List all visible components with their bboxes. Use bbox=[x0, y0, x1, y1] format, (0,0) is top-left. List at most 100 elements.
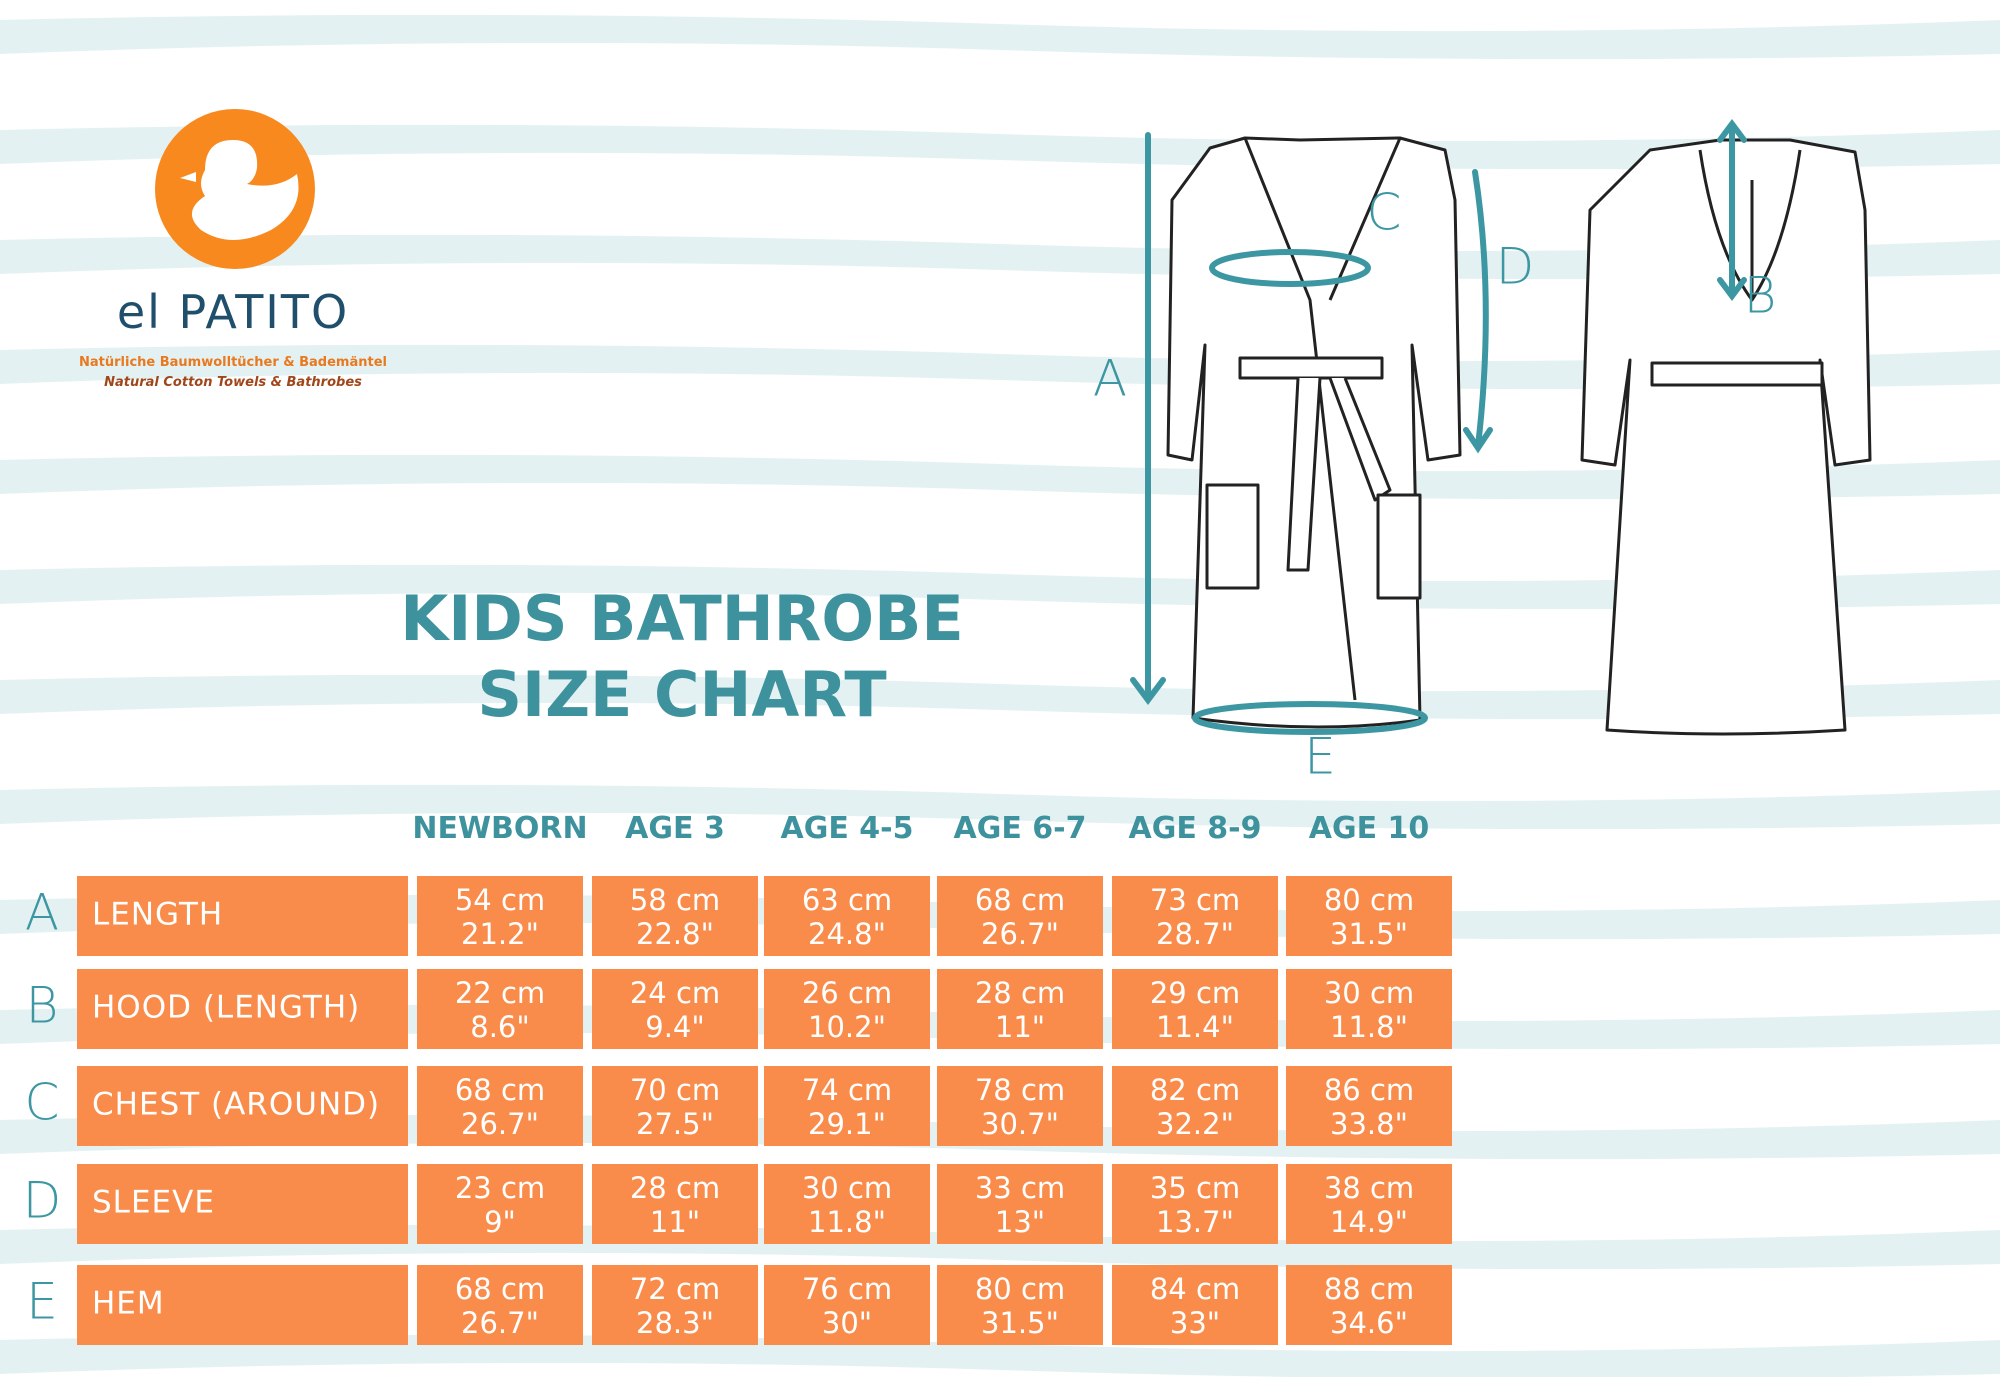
column-header: AGE 4-5 bbox=[781, 811, 914, 846]
value-cell bbox=[592, 969, 758, 1049]
value-inch: 29.1" bbox=[808, 1107, 886, 1141]
value-cm: 70 cm bbox=[630, 1073, 720, 1107]
column-header: NEWBORN bbox=[412, 811, 587, 846]
value-cell bbox=[1286, 969, 1452, 1049]
stripe bbox=[0, 784, 2000, 830]
value-cell bbox=[417, 876, 583, 956]
value-cell bbox=[1286, 1164, 1452, 1244]
value-cm: 58 cm bbox=[630, 883, 720, 917]
value-cell bbox=[592, 1164, 758, 1244]
column-header: AGE 10 bbox=[1309, 811, 1430, 846]
value-cell bbox=[417, 1164, 583, 1244]
value-cell bbox=[937, 1164, 1103, 1244]
value-inch: 26.7" bbox=[461, 1306, 539, 1340]
column-header: AGE 3 bbox=[625, 811, 725, 846]
value-cell bbox=[937, 969, 1103, 1049]
value-cm: 73 cm bbox=[1150, 883, 1240, 917]
value-inch: 11.8" bbox=[808, 1205, 886, 1239]
front-robe bbox=[1130, 132, 1493, 735]
label-cell bbox=[77, 1066, 408, 1146]
value-cm: 29 cm bbox=[1150, 976, 1240, 1010]
value-inch: 26.7" bbox=[981, 917, 1059, 951]
value-cm: 74 cm bbox=[802, 1073, 892, 1107]
value-cell bbox=[417, 1066, 583, 1146]
diagram-label: D bbox=[1496, 238, 1535, 296]
diagram-label: A bbox=[1093, 350, 1127, 408]
stripe bbox=[0, 674, 2000, 720]
value-cell bbox=[592, 876, 758, 956]
value-inch: 10.2" bbox=[808, 1010, 886, 1044]
value-cm: 88 cm bbox=[1324, 1272, 1414, 1306]
value-inch: 28.7" bbox=[1156, 917, 1234, 951]
logo-duck bbox=[191, 140, 299, 240]
diagram-label: B bbox=[1744, 267, 1777, 325]
stripe bbox=[0, 1334, 2000, 1377]
value-cell bbox=[1112, 1265, 1278, 1345]
value-inch: 33.8" bbox=[1330, 1107, 1408, 1141]
value-inch: 28.3" bbox=[636, 1306, 714, 1340]
value-cell bbox=[1286, 1265, 1452, 1345]
label-cell bbox=[77, 1265, 408, 1345]
value-cell bbox=[1286, 876, 1452, 956]
value-cell bbox=[1112, 969, 1278, 1049]
value-cell bbox=[1286, 1066, 1452, 1146]
value-cell bbox=[764, 1164, 930, 1244]
value-inch: 31.5" bbox=[981, 1306, 1059, 1340]
value-cm: 26 cm bbox=[802, 976, 892, 1010]
value-inch: 13.7" bbox=[1156, 1205, 1234, 1239]
value-inch: 11.8" bbox=[1330, 1010, 1408, 1044]
row-letter: B bbox=[26, 977, 59, 1035]
column-header: AGE 8-9 bbox=[1129, 811, 1262, 846]
value-inch: 32.2" bbox=[1156, 1107, 1234, 1141]
value-inch: 33" bbox=[1170, 1306, 1220, 1340]
value-cm: 28 cm bbox=[630, 1171, 720, 1205]
value-inch: 26.7" bbox=[461, 1107, 539, 1141]
value-inch: 34.6" bbox=[1330, 1306, 1408, 1340]
row-letter: C bbox=[25, 1074, 60, 1132]
value-cm: 30 cm bbox=[1324, 976, 1414, 1010]
value-inch: 11" bbox=[995, 1010, 1045, 1044]
value-cm: 78 cm bbox=[975, 1073, 1065, 1107]
value-inch: 14.9" bbox=[1330, 1205, 1408, 1239]
row-letter: E bbox=[26, 1273, 58, 1331]
stripe bbox=[0, 564, 2000, 610]
logo-beak bbox=[180, 172, 196, 182]
value-inch: 22.8" bbox=[636, 917, 714, 951]
value-cm: 68 cm bbox=[455, 1073, 545, 1107]
logo-tagline-en: Natural Cotton Towels & Bathrobes bbox=[104, 375, 362, 390]
value-cell bbox=[764, 1265, 930, 1345]
value-cm: 22 cm bbox=[455, 976, 545, 1010]
column-header: AGE 6-7 bbox=[954, 811, 1087, 846]
value-cell bbox=[937, 1066, 1103, 1146]
label-cell bbox=[77, 876, 408, 956]
value-cm: 84 cm bbox=[1150, 1272, 1240, 1306]
value-inch: 27.5" bbox=[636, 1107, 714, 1141]
value-cm: 35 cm bbox=[1150, 1171, 1240, 1205]
diagram-label: E bbox=[1304, 728, 1336, 786]
value-cm: 63 cm bbox=[802, 883, 892, 917]
value-cell bbox=[417, 1265, 583, 1345]
value-cm: 82 cm bbox=[1150, 1073, 1240, 1107]
value-cm: 68 cm bbox=[455, 1272, 545, 1306]
value-inch: 30.7" bbox=[981, 1107, 1059, 1141]
diagram-label: C bbox=[1367, 184, 1402, 242]
value-cm: 80 cm bbox=[975, 1272, 1065, 1306]
value-cm: 68 cm bbox=[975, 883, 1065, 917]
stripe bbox=[0, 124, 2000, 170]
row-letter: D bbox=[23, 1172, 62, 1230]
value-cell bbox=[1112, 1164, 1278, 1244]
value-cm: 86 cm bbox=[1324, 1073, 1414, 1107]
stripe bbox=[0, 344, 2000, 390]
label-cell bbox=[77, 969, 408, 1049]
value-cm: 38 cm bbox=[1324, 1171, 1414, 1205]
value-cm: 24 cm bbox=[630, 976, 720, 1010]
value-cell bbox=[937, 1265, 1103, 1345]
value-cm: 33 cm bbox=[975, 1171, 1065, 1205]
value-cell bbox=[937, 876, 1103, 956]
title-line: SIZE CHART bbox=[477, 658, 886, 731]
value-cell bbox=[592, 1265, 758, 1345]
value-inch: 9.4" bbox=[645, 1010, 704, 1044]
value-cm: 54 cm bbox=[455, 883, 545, 917]
back-robe bbox=[1580, 119, 1872, 736]
